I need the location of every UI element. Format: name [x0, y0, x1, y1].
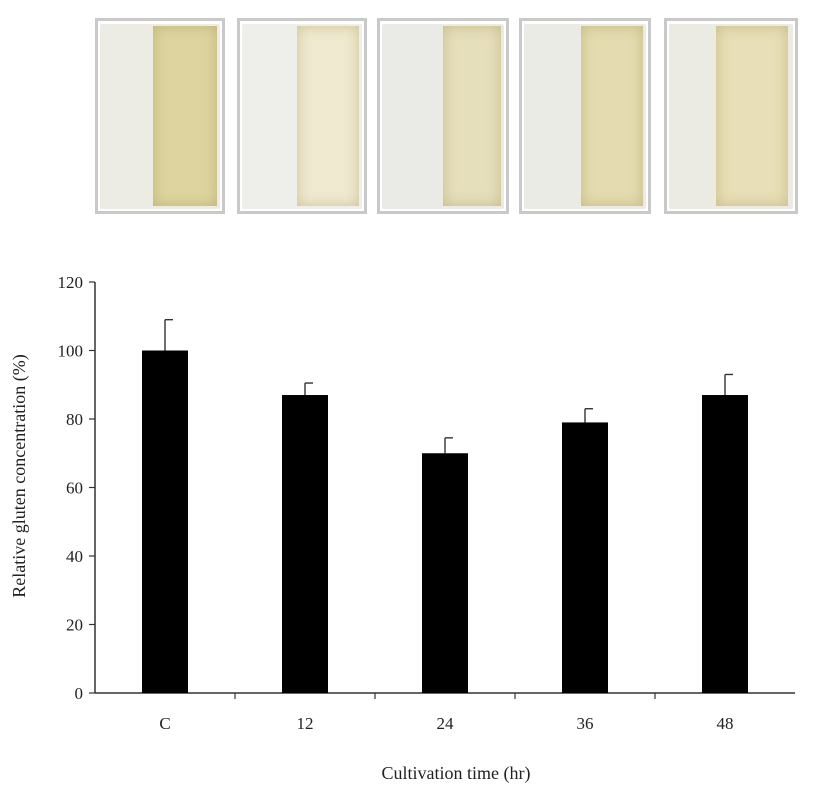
- y-tick-label: 40: [66, 547, 83, 566]
- bar-48: [702, 395, 748, 693]
- bar-24: [422, 453, 468, 693]
- y-tick-label: 100: [58, 342, 84, 361]
- x-tick-label: C: [159, 714, 170, 733]
- sample-photo-48: [664, 18, 798, 214]
- sample-photo-24: [377, 18, 509, 214]
- x-tick-label: 48: [717, 714, 734, 733]
- sample-photo-c: [95, 18, 225, 214]
- gluten-bar-chart: C 12 24 36 48 0 20 40 60 80 100 120 Cultivation ti…: [9, 273, 795, 784]
- sample-photo-12: [237, 18, 367, 214]
- bar-12: [282, 395, 328, 693]
- y-tick-labels: 0 20 40 60 80 100 120: [58, 273, 84, 703]
- x-tick-label: 12: [297, 714, 314, 733]
- y-tick-label: 0: [75, 684, 84, 703]
- bar-series: [142, 318, 748, 693]
- x-tick-labels: C 12 24 36 48: [159, 714, 733, 733]
- sample-photo-strip: [0, 0, 827, 215]
- y-tick-label: 20: [66, 616, 83, 635]
- x-axis-title: Cultivation time (hr): [382, 763, 531, 784]
- y-tick-label: 60: [66, 479, 83, 498]
- y-tick-label: 120: [58, 273, 84, 292]
- sample-photo-36: [519, 18, 651, 214]
- bar-36: [562, 422, 608, 693]
- x-tick-label: 24: [437, 714, 455, 733]
- bar-C: [142, 350, 188, 693]
- x-tick-label: 36: [577, 714, 594, 733]
- y-tick-label: 80: [66, 410, 83, 429]
- y-axis-title: Relative gluten concentration (%): [9, 354, 30, 597]
